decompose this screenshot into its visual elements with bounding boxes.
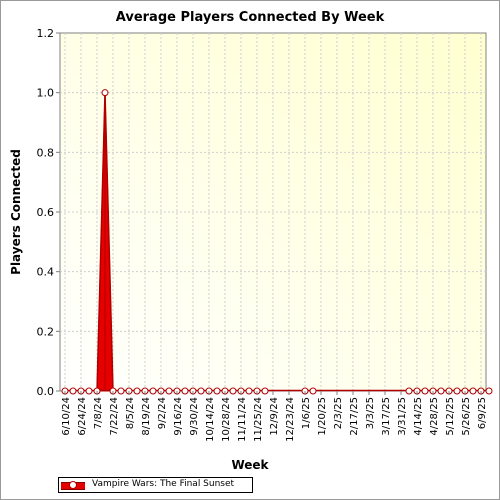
axis-ticks: 0.0 0.2 0.4 0.6 0.8 1.0 1.2 6/10/24 6/24/24 7/8/2…: [37, 27, 489, 442]
data-point: [69, 387, 77, 395]
data-point: [149, 387, 157, 395]
x-tick-label: 11/25/24: [253, 397, 264, 442]
x-tick-label: 3/3/25: [365, 397, 376, 429]
x-tick-label: 8/5/24: [125, 397, 136, 429]
y-tick-label: 0.8: [37, 146, 55, 159]
x-tick-label: 2/3/25: [333, 397, 344, 429]
chart-title: Average Players Connected By Week: [115, 10, 385, 25]
x-tick-label: 10/28/24: [221, 397, 232, 442]
x-tick-label: 5/26/25: [461, 397, 472, 436]
legend-label: Vampire Wars: The Final Sunset: [92, 479, 235, 489]
x-tick-label: 11/11/24: [237, 397, 248, 442]
x-tick-label: 7/22/24: [109, 397, 120, 436]
x-tick-label: 3/17/25: [381, 397, 392, 436]
data-point: [229, 387, 237, 395]
x-axis-label: Week: [231, 458, 269, 472]
data-point: [405, 387, 413, 395]
x-tick-label: 2/17/25: [349, 397, 360, 436]
y-tick-label: 0.0: [37, 385, 55, 398]
series-area: [61, 89, 493, 395]
data-point: [309, 387, 317, 395]
data-point: [165, 387, 173, 395]
legend-marker-icon: [69, 481, 77, 489]
data-point: [85, 387, 93, 395]
x-tick-label: 6/9/25: [477, 397, 488, 429]
x-tick-label: 5/12/25: [445, 397, 456, 436]
x-tick-label: 4/14/25: [413, 397, 424, 436]
y-tick-label: 1.2: [37, 27, 55, 40]
data-point: [485, 387, 493, 395]
x-tick-label: 12/9/24: [269, 397, 280, 436]
x-tick-label: 9/16/24: [173, 397, 184, 436]
y-tick-label: 0.4: [37, 266, 55, 279]
data-point: [133, 387, 141, 395]
x-tick-label: 3/31/25: [397, 397, 408, 436]
data-point: [181, 387, 189, 395]
y-axis-label: Players Connected: [9, 149, 23, 275]
data-point: [421, 387, 429, 395]
x-tick-label: 7/8/24: [93, 397, 104, 429]
series-line-segment: [104, 92, 114, 392]
x-tick-label: 6/10/24: [61, 397, 72, 436]
data-point: [437, 387, 445, 395]
data-point: [453, 387, 461, 395]
y-tick-label: 1.0: [37, 87, 55, 100]
x-tick-label: 9/2/24: [157, 397, 168, 429]
data-point: [213, 387, 221, 395]
data-point: [245, 387, 253, 395]
gridlines: [60, 33, 486, 391]
data-point: [261, 387, 269, 395]
x-tick-label: 12/23/24: [285, 397, 296, 442]
x-tick-label: 1/6/25: [301, 397, 312, 429]
data-point: [469, 387, 477, 395]
data-point: [101, 89, 109, 97]
data-point: [197, 387, 205, 395]
y-tick-label: 0.6: [37, 206, 55, 219]
legend: Vampire Wars: The Final Sunset: [58, 477, 253, 493]
x-tick-label: 1/20/25: [317, 397, 328, 436]
x-tick-label: 6/24/24: [77, 397, 88, 436]
x-tick-label: 8/19/24: [141, 397, 152, 436]
y-tick-label: 0.2: [37, 325, 55, 338]
series-line-segment: [96, 92, 106, 392]
x-tick-label: 9/30/24: [189, 397, 200, 436]
data-point: [117, 387, 125, 395]
x-tick-label: 10/14/24: [205, 397, 216, 442]
x-tick-label: 4/28/25: [429, 397, 440, 436]
